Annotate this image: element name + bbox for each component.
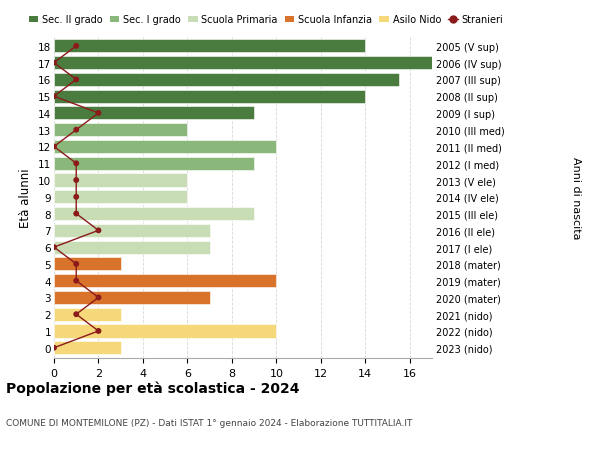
Bar xyxy=(54,207,254,221)
Bar xyxy=(54,291,209,304)
Bar xyxy=(54,124,187,137)
Bar xyxy=(54,308,121,321)
Bar xyxy=(54,40,365,53)
Bar xyxy=(54,258,121,271)
Bar xyxy=(54,274,277,288)
Bar xyxy=(54,57,432,70)
Point xyxy=(71,177,81,185)
Point xyxy=(71,194,81,201)
Bar xyxy=(54,341,121,354)
Point xyxy=(94,110,103,118)
Point xyxy=(49,344,59,352)
Point xyxy=(49,93,59,101)
Bar xyxy=(54,157,254,170)
Point xyxy=(71,277,81,285)
Point xyxy=(71,210,81,218)
Bar xyxy=(54,191,187,204)
Y-axis label: Anni di nascita: Anni di nascita xyxy=(571,156,581,239)
Point xyxy=(71,311,81,318)
Bar xyxy=(54,224,209,237)
Point xyxy=(71,43,81,50)
Point xyxy=(71,160,81,168)
Bar xyxy=(54,174,187,187)
Bar xyxy=(54,140,277,154)
Point xyxy=(49,244,59,251)
Bar xyxy=(54,74,398,87)
Bar xyxy=(54,107,254,120)
Bar xyxy=(54,325,277,338)
Point xyxy=(71,127,81,134)
Point xyxy=(71,77,81,84)
Point xyxy=(49,60,59,67)
Legend: Sec. II grado, Sec. I grado, Scuola Primaria, Scuola Infanzia, Asilo Nido, Stran: Sec. II grado, Sec. I grado, Scuola Prim… xyxy=(29,16,503,25)
Bar xyxy=(54,241,209,254)
Point xyxy=(94,227,103,235)
Point xyxy=(94,294,103,302)
Point xyxy=(49,144,59,151)
Text: Popolazione per età scolastica - 2024: Popolazione per età scolastica - 2024 xyxy=(6,381,299,396)
Text: COMUNE DI MONTEMILONE (PZ) - Dati ISTAT 1° gennaio 2024 - Elaborazione TUTTITALI: COMUNE DI MONTEMILONE (PZ) - Dati ISTAT … xyxy=(6,418,412,427)
Point xyxy=(71,261,81,268)
Y-axis label: Età alunni: Età alunni xyxy=(19,168,32,227)
Bar xyxy=(54,90,365,103)
Point xyxy=(94,328,103,335)
